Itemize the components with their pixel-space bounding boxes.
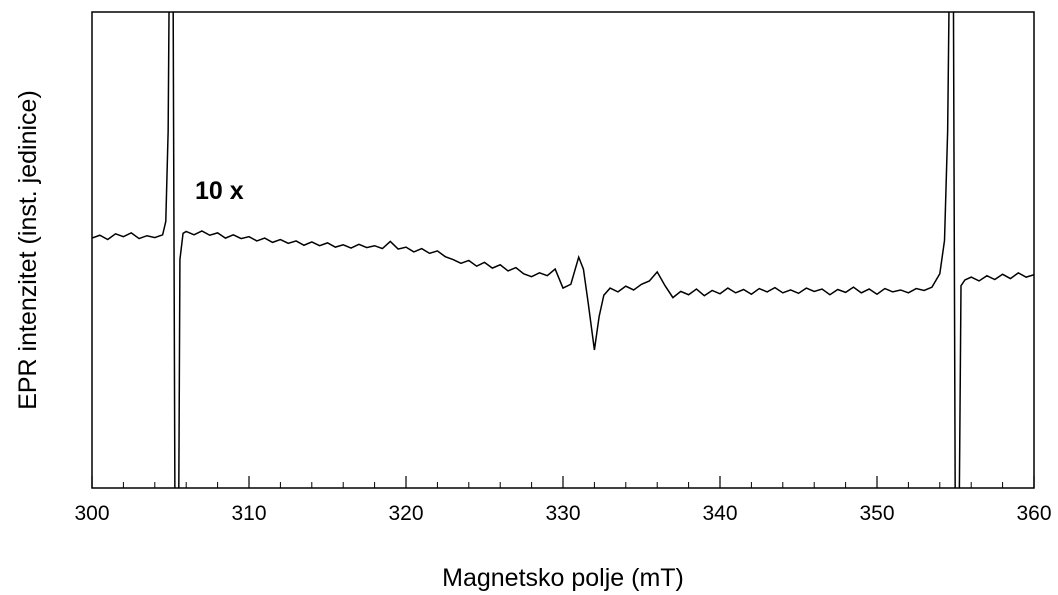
- y-axis-label: EPR intenzitet (inst. jedinice): [14, 90, 42, 410]
- x-tick-label: 340: [702, 502, 737, 525]
- x-tick-label: 310: [231, 502, 266, 525]
- plot-frame: [91, 11, 1035, 489]
- x-tick-label: 330: [545, 502, 580, 525]
- x-tick-label: 360: [1016, 502, 1051, 525]
- x-tick-label: 350: [859, 502, 894, 525]
- x-tick-label: 300: [74, 502, 109, 525]
- annotation: 10 x: [195, 177, 244, 205]
- x-axis-label: Magnetsko polje (mT): [442, 564, 684, 592]
- x-tick-label: 320: [388, 502, 423, 525]
- spectrum-line: [92, 12, 1034, 488]
